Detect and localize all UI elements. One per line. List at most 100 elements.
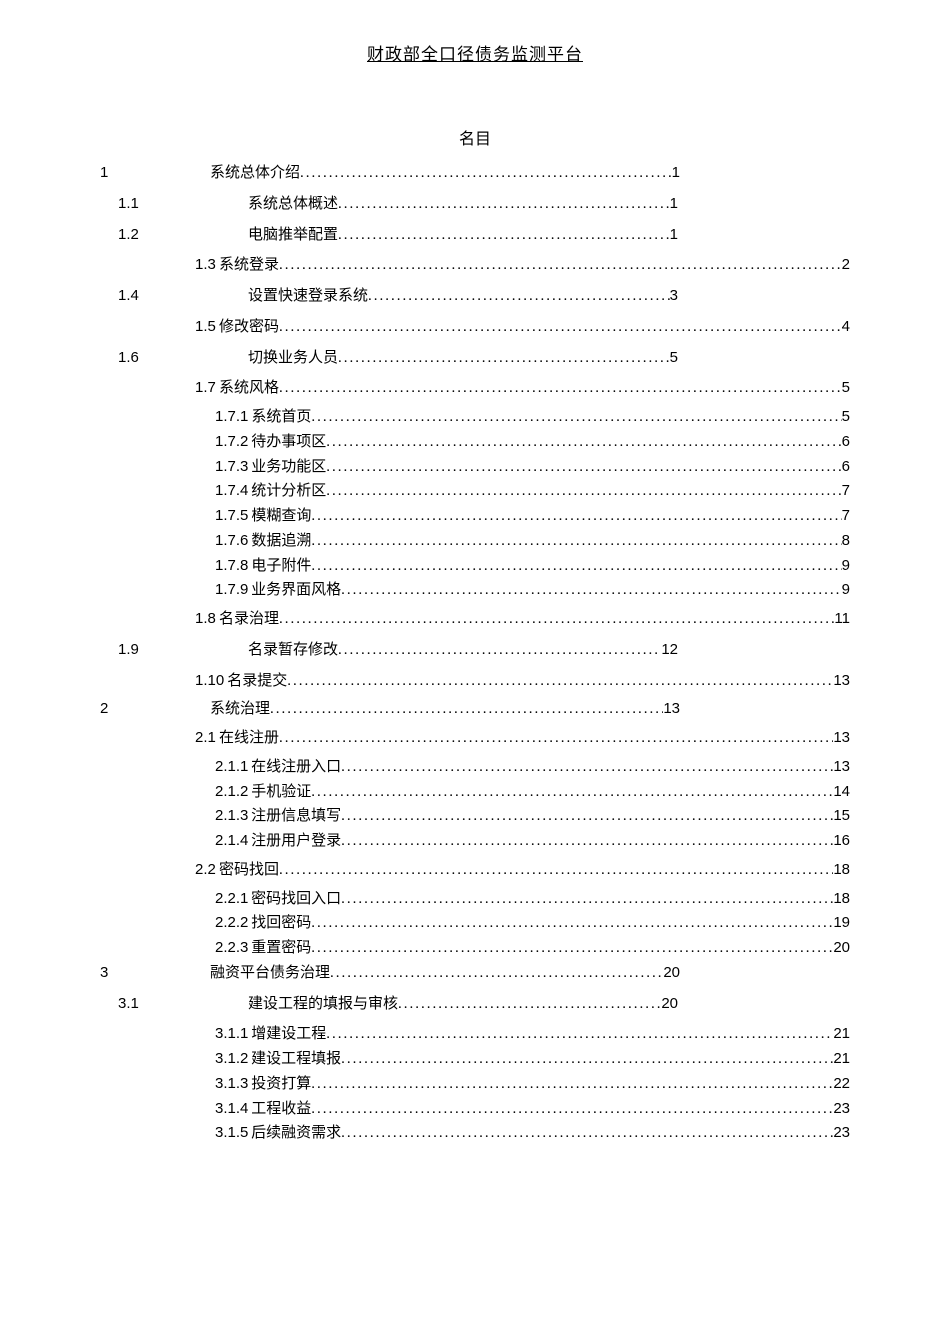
toc-label: 后续融资需求: [251, 1121, 341, 1146]
toc-leader: [279, 315, 842, 340]
toc-leader: [341, 829, 833, 854]
toc-label: 名录提交: [227, 669, 287, 694]
toc-right: 电脑推举配置1: [248, 223, 678, 248]
toc-leader: [287, 669, 833, 694]
toc-number: 1: [100, 161, 210, 186]
toc-leader: [300, 161, 672, 186]
toc-entry: 3.1.2建设工程填报21: [215, 1047, 850, 1072]
toc-number: 2.1.3: [215, 804, 248, 829]
toc-number: 1.9: [118, 638, 148, 663]
toc-number: 2.1.1: [215, 755, 248, 780]
toc-number: 1.7.3: [215, 455, 248, 480]
toc-entry: 3.1 建设工程的填报与审核 20: [100, 992, 850, 1017]
toc-label: 在线注册入口: [251, 755, 341, 780]
toc-leader: [326, 479, 841, 504]
toc-label: 业务界面风格: [251, 578, 341, 603]
toc-label: 重置密码: [251, 936, 311, 961]
toc-number: 1.7.2: [215, 430, 248, 455]
toc-page: 18: [833, 858, 850, 883]
toc-label: 增建设工程: [251, 1022, 326, 1047]
toc-number: 3.1.3: [215, 1072, 248, 1097]
toc-entry: 1.2电脑推举配置1: [100, 223, 850, 248]
toc-page: 23: [833, 1097, 850, 1122]
toc-number: 1.7.6: [215, 529, 248, 554]
toc-right: 设置快速登录系统3: [248, 284, 678, 309]
toc-right: 系统治理13: [210, 697, 680, 722]
toc-leader: [368, 284, 670, 309]
toc-page: 19: [833, 911, 850, 936]
toc-entry: 1.7.6数据追溯8: [215, 529, 850, 554]
toc-page: 13: [833, 726, 850, 751]
document-page: 财政部全口径债务监测平台 名目 1系统总体介绍11.1系统总体概述11.2电脑推…: [0, 0, 950, 1206]
toc-number: 1.1: [118, 192, 148, 217]
toc-leader: [326, 430, 841, 455]
toc-page: 13: [833, 755, 850, 780]
toc-entry: 2.2.1密码找回入口18: [215, 887, 850, 912]
toc-entry: 2系统治理13: [100, 697, 850, 722]
toc-number: 3.1.5: [215, 1121, 248, 1146]
toc-entry: 2.1.1在线注册入口 13: [215, 755, 850, 780]
toc-leader: [338, 346, 670, 371]
toc-number: 2: [100, 697, 210, 722]
toc-page: 1: [672, 161, 680, 186]
toc-right: 切换业务人员5: [248, 346, 678, 371]
toc-leader: [311, 1097, 833, 1122]
toc-page: 5: [670, 346, 678, 371]
toc-number: 2.2.3: [215, 936, 248, 961]
toc-leader: [279, 253, 842, 278]
toc-leader: [279, 726, 833, 751]
toc-label: 投资打算: [251, 1072, 311, 1097]
toc-entry: 1.5修改密码4: [195, 315, 850, 340]
toc-number: 1.7.5: [215, 504, 248, 529]
toc-leader: [341, 1121, 833, 1146]
toc-number: 1.8: [195, 607, 216, 632]
toc-page: 5: [842, 405, 850, 430]
toc-label: 建设工程填报: [251, 1047, 341, 1072]
toc-number: 1.3: [195, 253, 216, 278]
toc-label: 电脑推举配置: [248, 223, 338, 248]
toc-leader: [311, 936, 833, 961]
toc-title: 名目: [100, 125, 850, 149]
toc-right: 融资平台债务治理20: [210, 961, 680, 986]
toc-number: 3.1: [118, 992, 148, 1017]
toc-entry: 1.1系统总体概述1: [100, 192, 850, 217]
toc-leader: [326, 1022, 833, 1047]
toc-entry: 1.4设置快速登录系统3: [100, 284, 850, 309]
toc-leader: [311, 504, 841, 529]
toc-entry: 3.1.1增建设工程21: [215, 1022, 850, 1047]
toc-entry: 1.7.3业务功能区6: [215, 455, 850, 480]
toc-label: 电子附件: [251, 554, 311, 579]
toc-leader: [311, 529, 841, 554]
toc-leader: [398, 992, 661, 1017]
toc-leader: [311, 911, 833, 936]
toc-page: 13: [833, 669, 850, 694]
toc-page: 14: [833, 780, 850, 805]
toc-page: 20: [661, 992, 678, 1017]
toc-entry: 1.8名录治理11: [195, 607, 850, 632]
toc-page: 18: [833, 887, 850, 912]
toc-label: 注册信息填写: [251, 804, 341, 829]
toc-entry: 2.1.4注册用户登录16: [215, 829, 850, 854]
toc-label: 业务功能区: [251, 455, 326, 480]
toc-entry: 2.2.2找回密码19: [215, 911, 850, 936]
toc-page: 7: [842, 504, 850, 529]
toc-label: 模糊查询: [251, 504, 311, 529]
toc-label: 系统总体概述: [248, 192, 338, 217]
toc-entry: 1.7.5模糊查询 7: [215, 504, 850, 529]
toc-number: 1.7.8: [215, 554, 248, 579]
toc-label: 系统治理: [210, 697, 270, 722]
toc-label: 工程收益: [251, 1097, 311, 1122]
toc-label: 在线注册: [219, 726, 279, 751]
toc-page: 3: [670, 284, 678, 309]
toc-page: 23: [833, 1121, 850, 1146]
toc-leader: [279, 376, 842, 401]
toc-label: 建设工程的填报与审核: [248, 992, 398, 1017]
table-of-contents: 1系统总体介绍11.1系统总体概述11.2电脑推举配置11.3系统登录21.4设…: [100, 161, 850, 1146]
toc-number: 3.1.2: [215, 1047, 248, 1072]
toc-entry: 3.1.3投资打算22: [215, 1072, 850, 1097]
toc-label: 系统首页: [251, 405, 311, 430]
toc-page: 7: [842, 479, 850, 504]
toc-leader: [326, 455, 841, 480]
toc-number: 1.7.1: [215, 405, 248, 430]
toc-entry: 1系统总体介绍1: [100, 161, 850, 186]
